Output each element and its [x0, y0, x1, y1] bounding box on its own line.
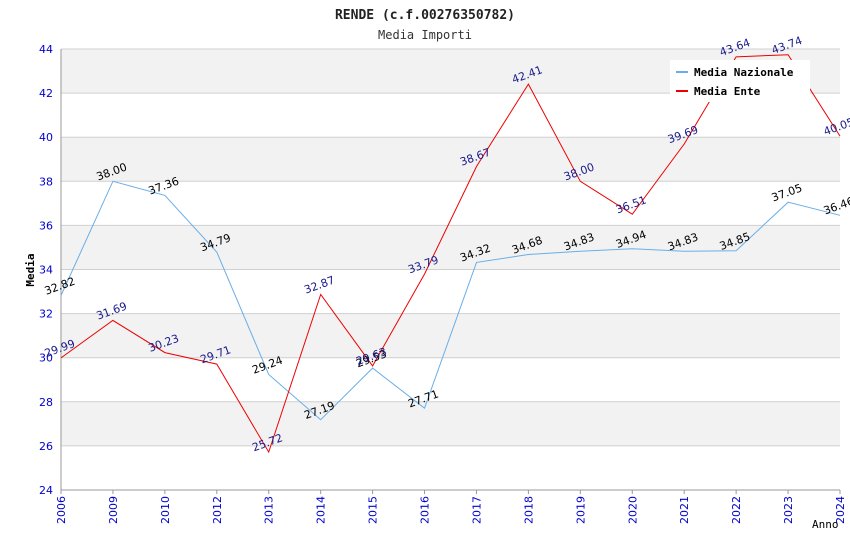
y-axis-label: Media [24, 253, 37, 286]
grid-band [61, 401, 840, 446]
x-axis: 2006 2009 2010 2012 2013 2014 2015 2016 2017 2018… [55, 489, 847, 524]
grid-band [61, 225, 840, 270]
series-line-media-nazionale [60, 180, 841, 421]
y-tick-label: 42 [39, 87, 53, 100]
x-tick-label: 2021 [678, 496, 691, 524]
x-tick-label: 2022 [730, 496, 743, 524]
y-tick-label: 30 [39, 352, 53, 365]
x-tick-label: 2012 [211, 496, 224, 524]
y-tick-label: 34 [39, 264, 53, 277]
x-tick-label: 2024 [834, 496, 847, 524]
chart-title: RENDE (c.f.00276350782) [335, 8, 515, 23]
chart-subtitle: Media Importi [378, 28, 472, 42]
x-tick-label: 2009 [107, 496, 120, 524]
y-tick-label: 28 [39, 396, 53, 409]
y-tick-label: 44 [39, 43, 53, 56]
legend: Media Nazionale Media Ente [670, 60, 810, 102]
series-group [60, 180, 841, 421]
x-tick-label: 2014 [315, 496, 328, 524]
y-axis: 24 26 28 30 32 34 36 38 40 42 44 [39, 43, 62, 497]
x-tick-label: 2017 [470, 496, 483, 524]
grid-band [61, 137, 840, 182]
data-label: 37.05 [770, 181, 804, 204]
legend-box [670, 60, 810, 102]
y-tick-label: 38 [39, 175, 53, 188]
x-tick-label: 2018 [522, 496, 535, 524]
x-tick-label: 2020 [626, 496, 639, 524]
x-axis-label: Anno [812, 518, 839, 531]
x-tick-label: 2010 [159, 496, 172, 524]
plot-background [61, 48, 840, 447]
x-tick-label: 2019 [574, 496, 587, 524]
x-tick-label: 2023 [782, 496, 795, 524]
data-label: 32.82 [43, 275, 77, 298]
y-tick-label: 32 [39, 308, 53, 321]
x-tick-label: 2006 [55, 496, 68, 524]
x-tick-label: 2013 [263, 496, 276, 524]
y-tick-label: 24 [39, 484, 53, 497]
y-tick-label: 36 [39, 219, 53, 232]
y-tick-label: 26 [39, 440, 53, 453]
data-label: 32.87 [302, 274, 336, 297]
legend-entry: Media Ente [694, 85, 761, 98]
y-tick-label: 40 [39, 131, 53, 144]
x-tick-label: 2015 [367, 496, 380, 524]
legend-entry: Media Nazionale [694, 66, 794, 79]
data-label: 40.05 [822, 115, 850, 138]
x-tick-label: 2016 [419, 496, 432, 524]
